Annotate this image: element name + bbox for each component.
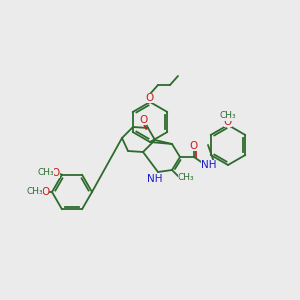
Text: NH: NH [147, 174, 163, 184]
Text: O: O [146, 93, 154, 103]
Text: CH₃: CH₃ [38, 168, 54, 177]
Text: O: O [41, 187, 49, 197]
Text: NH: NH [201, 160, 217, 170]
Text: O: O [139, 115, 147, 125]
Text: O: O [224, 117, 232, 127]
Text: O: O [52, 168, 60, 178]
Text: CH₃: CH₃ [27, 188, 43, 196]
Text: O: O [190, 141, 198, 151]
Text: CH₃: CH₃ [178, 173, 194, 182]
Text: CH₃: CH₃ [220, 112, 236, 121]
